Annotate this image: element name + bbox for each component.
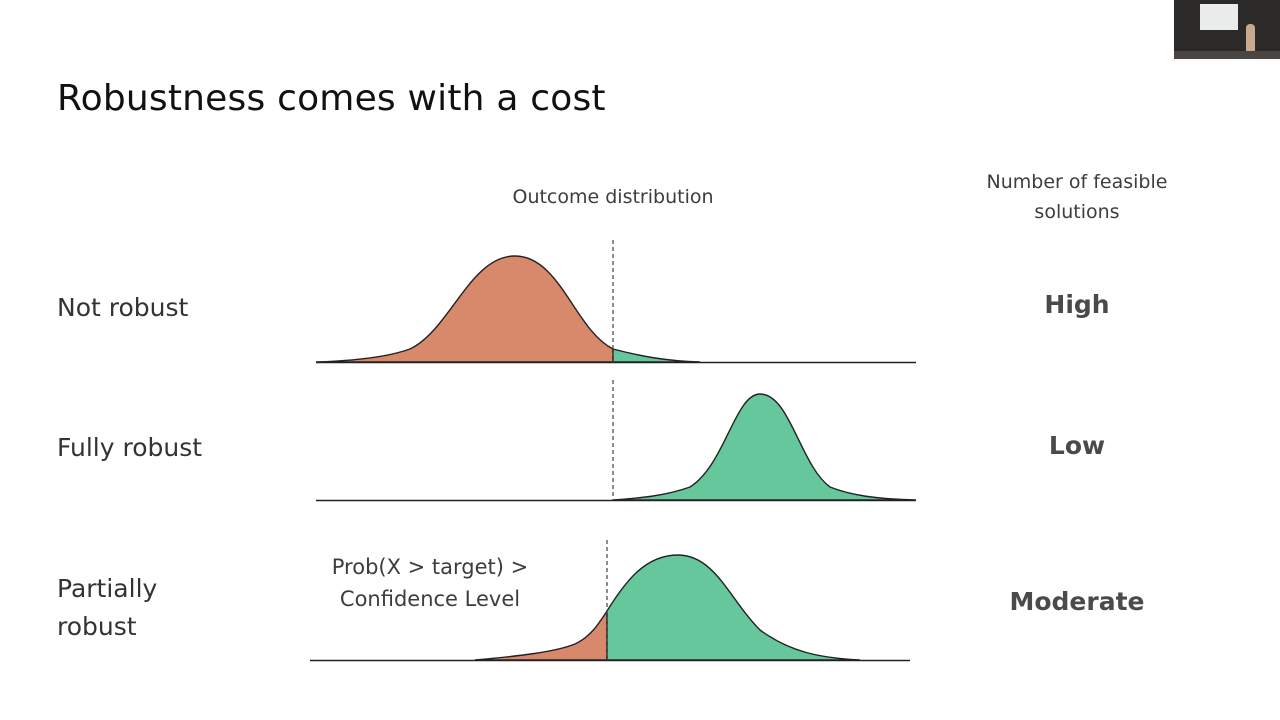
slide-title: Robustness comes with a cost: [57, 78, 606, 119]
annotation-line2: Confidence Level: [339, 587, 521, 611]
presenter-figure-icon: [1246, 24, 1255, 54]
outcome-distribution-header: Outcome distribution: [512, 186, 714, 208]
not-robust-below-target-area: [315, 255, 614, 363]
partially-robust-distribution: [310, 540, 910, 662]
not-robust-distribution: [315, 240, 916, 364]
partially-robust-below-target-area: [474, 608, 608, 661]
stage-floor: [1174, 51, 1280, 59]
row-label-partially-line1: Partially: [57, 574, 158, 603]
row-label-not-robust: Not robust: [57, 293, 189, 322]
feasible-value-high: High: [1044, 290, 1110, 319]
row-label-fully-robust: Fully robust: [57, 433, 203, 462]
presenter-camera-icon: [1174, 0, 1280, 59]
annotation-line1: Prob(X > target) >: [331, 555, 529, 579]
projector-screen-icon: [1200, 4, 1238, 30]
row-label-partially-line2: robust: [57, 612, 137, 641]
confidence-annotation: Prob(X > target) > Confidence Level: [300, 551, 560, 615]
partially-robust-above-target-area: [606, 554, 861, 661]
feasible-header-line1: Number of feasible: [986, 171, 1168, 193]
row-label-partially-robust: Partially robust: [57, 570, 157, 646]
fully-robust-above-target-area: [612, 393, 917, 501]
feasible-solutions-header: Number of feasible solutions: [960, 167, 1194, 227]
fully-robust-distribution: [316, 380, 917, 502]
feasible-value-moderate: Moderate: [1009, 587, 1145, 616]
not-robust-above-target-area: [612, 348, 701, 363]
feasible-value-low: Low: [1048, 431, 1106, 460]
feasible-header-line2: solutions: [1034, 201, 1120, 223]
